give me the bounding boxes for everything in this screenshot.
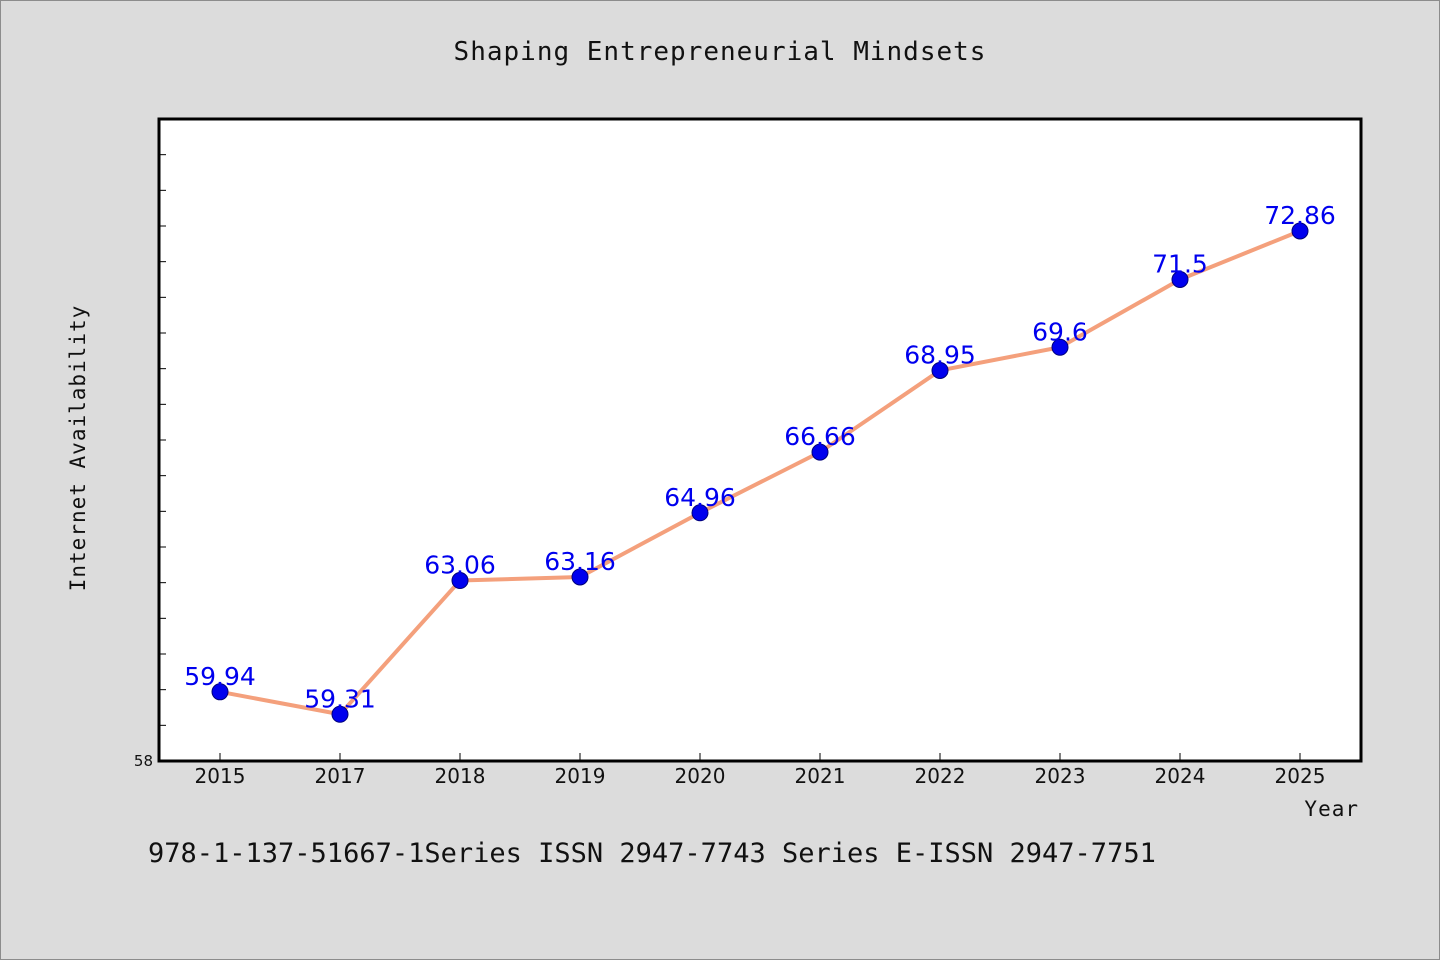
x-tick-label: 2019	[555, 764, 606, 788]
data-label: 71.5	[1152, 250, 1208, 279]
data-point	[331, 705, 349, 723]
x-tick-label: 2021	[795, 764, 846, 788]
data-point	[1051, 338, 1069, 356]
data-point	[1171, 271, 1189, 288]
footer-text: 978-1-137-51667-1Series ISSN 2947-7743 S…	[148, 838, 1156, 869]
x-tick-label: 2025	[1275, 764, 1326, 788]
data-label: 72.86	[1264, 201, 1336, 230]
data-label: 63.06	[424, 551, 496, 580]
x-tick-label: 2024	[1155, 764, 1206, 788]
data-label: 59.31	[304, 684, 376, 713]
x-axis-ticks: 2015 2017 2018 2019 2020 2021 2022 2023 2024 2025	[195, 753, 1326, 788]
data-point	[571, 568, 589, 586]
x-tick-label: 2020	[675, 764, 726, 788]
data-point	[691, 504, 709, 522]
x-tick-label: 2017	[315, 764, 366, 788]
data-point	[211, 683, 229, 701]
data-label: 69.6	[1032, 317, 1088, 346]
data-label: 63.16	[544, 547, 616, 576]
y-axis-ticks	[159, 154, 166, 726]
x-tick-label: 2015	[195, 764, 246, 788]
data-label: 66.66	[784, 422, 856, 451]
data-label: 68.95	[904, 340, 976, 369]
data-labels: 59.94 59.31 63.06 63.16 64.96 66.66 68.95 69.6 7…	[184, 201, 1336, 713]
series-line	[219, 229, 1301, 717]
series-markers	[211, 222, 1309, 723]
y-min-tick-label: 58	[134, 752, 153, 770]
x-tick-label: 2022	[915, 764, 966, 788]
data-point	[451, 572, 469, 590]
x-tick-label: 2023	[1035, 764, 1086, 788]
x-tick-label: 2018	[435, 764, 486, 788]
x-axis-label: Year	[1304, 797, 1359, 821]
plot-area	[157, 117, 1363, 763]
data-point	[931, 361, 949, 379]
data-point	[1291, 222, 1309, 240]
data-point	[811, 443, 829, 461]
data-label: 64.96	[664, 483, 736, 512]
chart-title: Shaping Entrepreneurial Mindsets	[454, 37, 987, 67]
data-label: 59.94	[184, 662, 256, 691]
y-axis-label: Internet Availability	[66, 305, 90, 592]
